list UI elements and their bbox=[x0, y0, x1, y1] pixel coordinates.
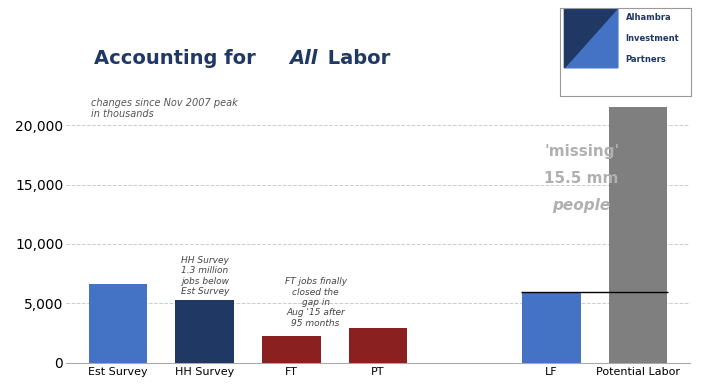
Text: Alhambra: Alhambra bbox=[626, 13, 671, 22]
Text: 15.5 mm: 15.5 mm bbox=[544, 171, 619, 186]
Text: All: All bbox=[290, 49, 318, 68]
Bar bbox=[608, 107, 668, 363]
Text: Labor: Labor bbox=[321, 49, 390, 68]
Text: Accounting for: Accounting for bbox=[94, 49, 262, 68]
Text: Investment: Investment bbox=[626, 34, 680, 43]
Bar bbox=[262, 336, 321, 363]
Polygon shape bbox=[565, 8, 618, 68]
Text: HH Survey
1.3 million
jobs below
Est Survey: HH Survey 1.3 million jobs below Est Sur… bbox=[180, 256, 229, 296]
Text: Partners: Partners bbox=[626, 56, 666, 64]
Bar bbox=[348, 328, 407, 363]
Text: 'missing': 'missing' bbox=[544, 144, 619, 159]
Text: FT jobs finally
closed the
gap in
Aug '15 after
95 months: FT jobs finally closed the gap in Aug '1… bbox=[285, 277, 347, 328]
Bar bbox=[176, 300, 234, 363]
Bar bbox=[522, 292, 581, 363]
Text: changes since Nov 2007 peak
in thousands: changes since Nov 2007 peak in thousands bbox=[91, 98, 238, 119]
Bar bbox=[89, 285, 147, 363]
Polygon shape bbox=[565, 8, 618, 68]
Text: people: people bbox=[553, 198, 611, 214]
